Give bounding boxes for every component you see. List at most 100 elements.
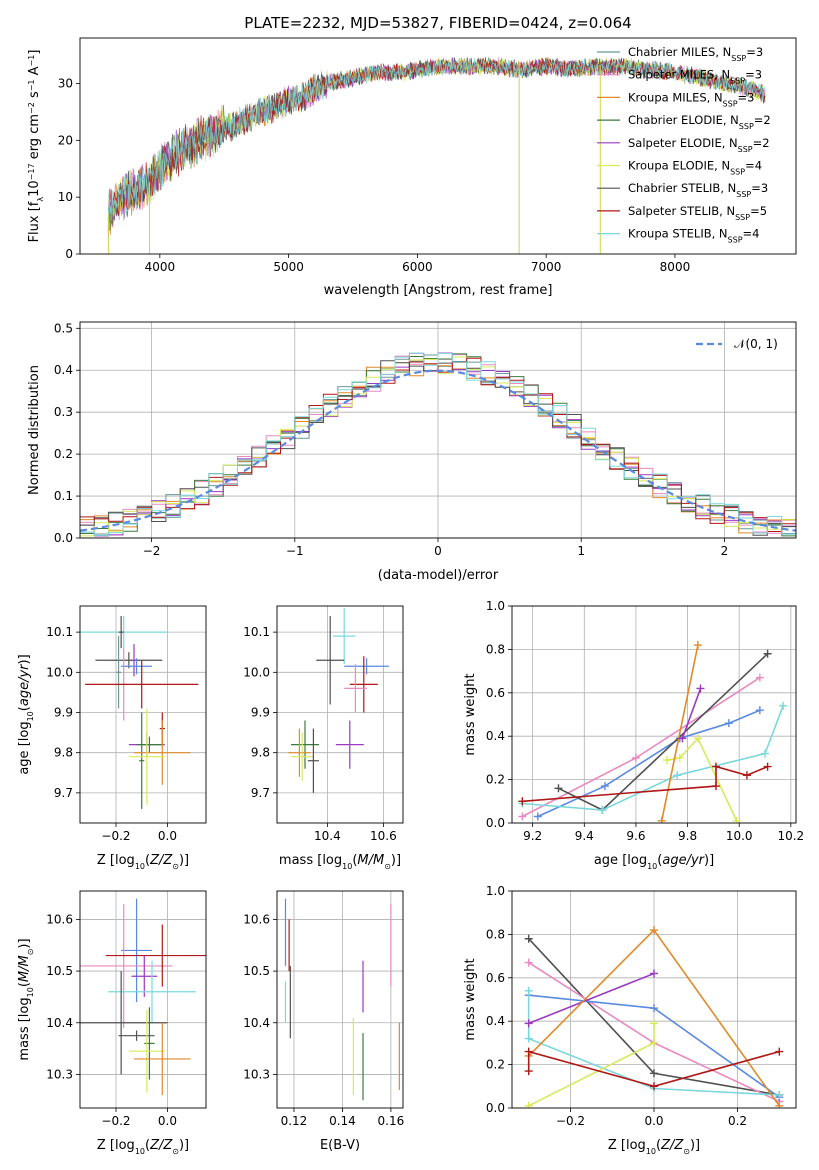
legend-entry: Chabrier ELODIE, NSSP=2 (628, 113, 771, 131)
weight-line (527, 1050, 780, 1088)
x-axis-label: mass [log10(M/M⊙)] (279, 853, 401, 871)
mass-vs-z-points (80, 898, 206, 1096)
y-tick-label: 0.1 (54, 489, 73, 503)
errorbar-point (344, 664, 367, 713)
errorbar-point (134, 720, 191, 785)
weight-marker (650, 1004, 658, 1013)
x-tick-label: 0.12 (281, 1114, 308, 1128)
y-tick-label: 10.3 (243, 1067, 270, 1081)
mass-vs-z-axes: −0.2 0.0 10.3 10.4 10.5 10.6 (46, 891, 206, 1128)
legend-entry: Kroupa STELIB, NSSP=4 (628, 227, 759, 245)
weight-marker (518, 812, 527, 821)
y-axis-label: mass weight (463, 673, 478, 755)
residuals-frame (79, 321, 797, 539)
y-tick-label: 9.7 (54, 786, 73, 800)
x-tick-label: 9.8 (678, 829, 697, 843)
legend-entry: Salpeter MILES, NSSP=3 (628, 68, 762, 86)
y-tick-label: 10.1 (46, 625, 73, 639)
legend: Chabrier MILES, NSSP=3 Salpeter MILES, NS… (597, 45, 771, 244)
errorbar-point (128, 1009, 165, 1093)
weight-marker (755, 706, 764, 715)
y-tick-label: 9.8 (54, 746, 73, 760)
x-tick-label: 8000 (660, 260, 691, 274)
errorbar-point (344, 658, 389, 675)
y-tick-label: 10.4 (46, 1016, 73, 1030)
y-tick-label: 10.6 (46, 912, 73, 926)
y-tick-label: 10.1 (243, 625, 270, 639)
x-tick-label: −0.2 (101, 1114, 130, 1128)
x-axis-label: E(B-V) (320, 1138, 360, 1153)
legend: 𝒩(0, 1) (696, 337, 778, 351)
weight-marker (711, 782, 720, 791)
x-tick-label: 2 (721, 544, 729, 558)
errorbar-point (144, 1007, 155, 1080)
errorbar-point (108, 960, 196, 1023)
y-tick-label: 0 (65, 247, 73, 261)
y-tick-label: 0.6 (486, 971, 505, 985)
age-vs-z-points (80, 616, 199, 809)
x-tick-label: −2 (143, 544, 161, 558)
weight-marker (650, 1038, 658, 1047)
y-tick-label: 0.0 (54, 531, 73, 545)
y-tick-label: 0.2 (486, 1058, 505, 1072)
legend-entry: Kroupa MILES, NSSP=3 (628, 90, 754, 108)
weight-marker (678, 734, 687, 743)
weight-marker (775, 1090, 784, 1099)
weight-marker (524, 1019, 533, 1028)
x-tick-label: 10.6 (370, 829, 397, 843)
weight-marker (775, 1047, 784, 1056)
weight-vs-z-lines (524, 926, 784, 1108)
weight-marker (598, 805, 607, 814)
x-tick-label: 0.16 (378, 1114, 405, 1128)
spectrum-lines (107, 56, 766, 254)
errorbar-point (333, 608, 356, 665)
x-axis-label: (data-model)/error (378, 568, 499, 583)
weight-marker (650, 1082, 658, 1091)
weight-marker (711, 762, 720, 771)
y-tick-label: 10.4 (243, 1016, 270, 1030)
errorbar-point (316, 616, 345, 705)
weight-marker (763, 762, 772, 771)
weight-marker (675, 753, 684, 762)
x-tick-label: 5000 (273, 260, 304, 274)
x-tick-label: 9.6 (626, 829, 645, 843)
weight-marker (696, 684, 705, 693)
x-axis-label: wavelength [Angstrom, rest frame] (324, 283, 553, 298)
weight-marker (732, 816, 741, 823)
y-axis-label: Normed distribution (27, 365, 42, 495)
x-tick-label: 0.14 (329, 1114, 356, 1128)
weight-vs-age-frame (511, 605, 797, 824)
weight-line (528, 972, 655, 1025)
errorbar-point (80, 903, 173, 1028)
histogram-series (80, 357, 796, 532)
weight-line (681, 688, 702, 739)
errorbar-point (121, 658, 152, 675)
y-tick-label: 0.4 (486, 729, 505, 743)
errorbar-point (139, 712, 145, 809)
errorbar-point (291, 720, 319, 769)
y-tick-label: 0.4 (54, 363, 73, 377)
x-axis-label: Z [log10(Z/Z⊙)] (608, 1138, 700, 1156)
x-tick-label: 9.2 (523, 829, 542, 843)
x-tick-label: 4000 (145, 260, 176, 274)
y-tick-label: 9.9 (54, 705, 73, 719)
mass-vs-ebv-frame (276, 890, 404, 1109)
weight-vs-age-lines (518, 641, 788, 823)
y-tick-label: 0.0 (486, 1101, 505, 1115)
weight-marker (524, 934, 533, 943)
y-tick-label: 0.5 (54, 321, 73, 335)
x-tick-label: 10.2 (777, 829, 804, 843)
errorbar-point (134, 1022, 191, 1096)
y-tick-label: 1.0 (486, 884, 505, 898)
weight-marker (533, 812, 542, 821)
x-tick-label: 6000 (402, 260, 433, 274)
y-axis-label: mass [log10(M/M⊙)] (17, 938, 35, 1060)
errorbar-point (288, 728, 311, 777)
legend-entry: Kroupa ELODIE, NSSP=4 (628, 159, 762, 177)
figure-title: PLATE=2232, MJD=53827, FIBERID=0424, z=0… (244, 14, 631, 32)
y-tick-label: 30 (58, 76, 73, 90)
normal-curve (80, 369, 796, 532)
y-axis-label: Flux [fλ10−17 erg cm−2 s−1 A−1] (27, 50, 45, 243)
x-axis-label: Z [log10(Z/Z⊙)] (97, 853, 189, 871)
y-tick-label: 0.6 (486, 686, 505, 700)
